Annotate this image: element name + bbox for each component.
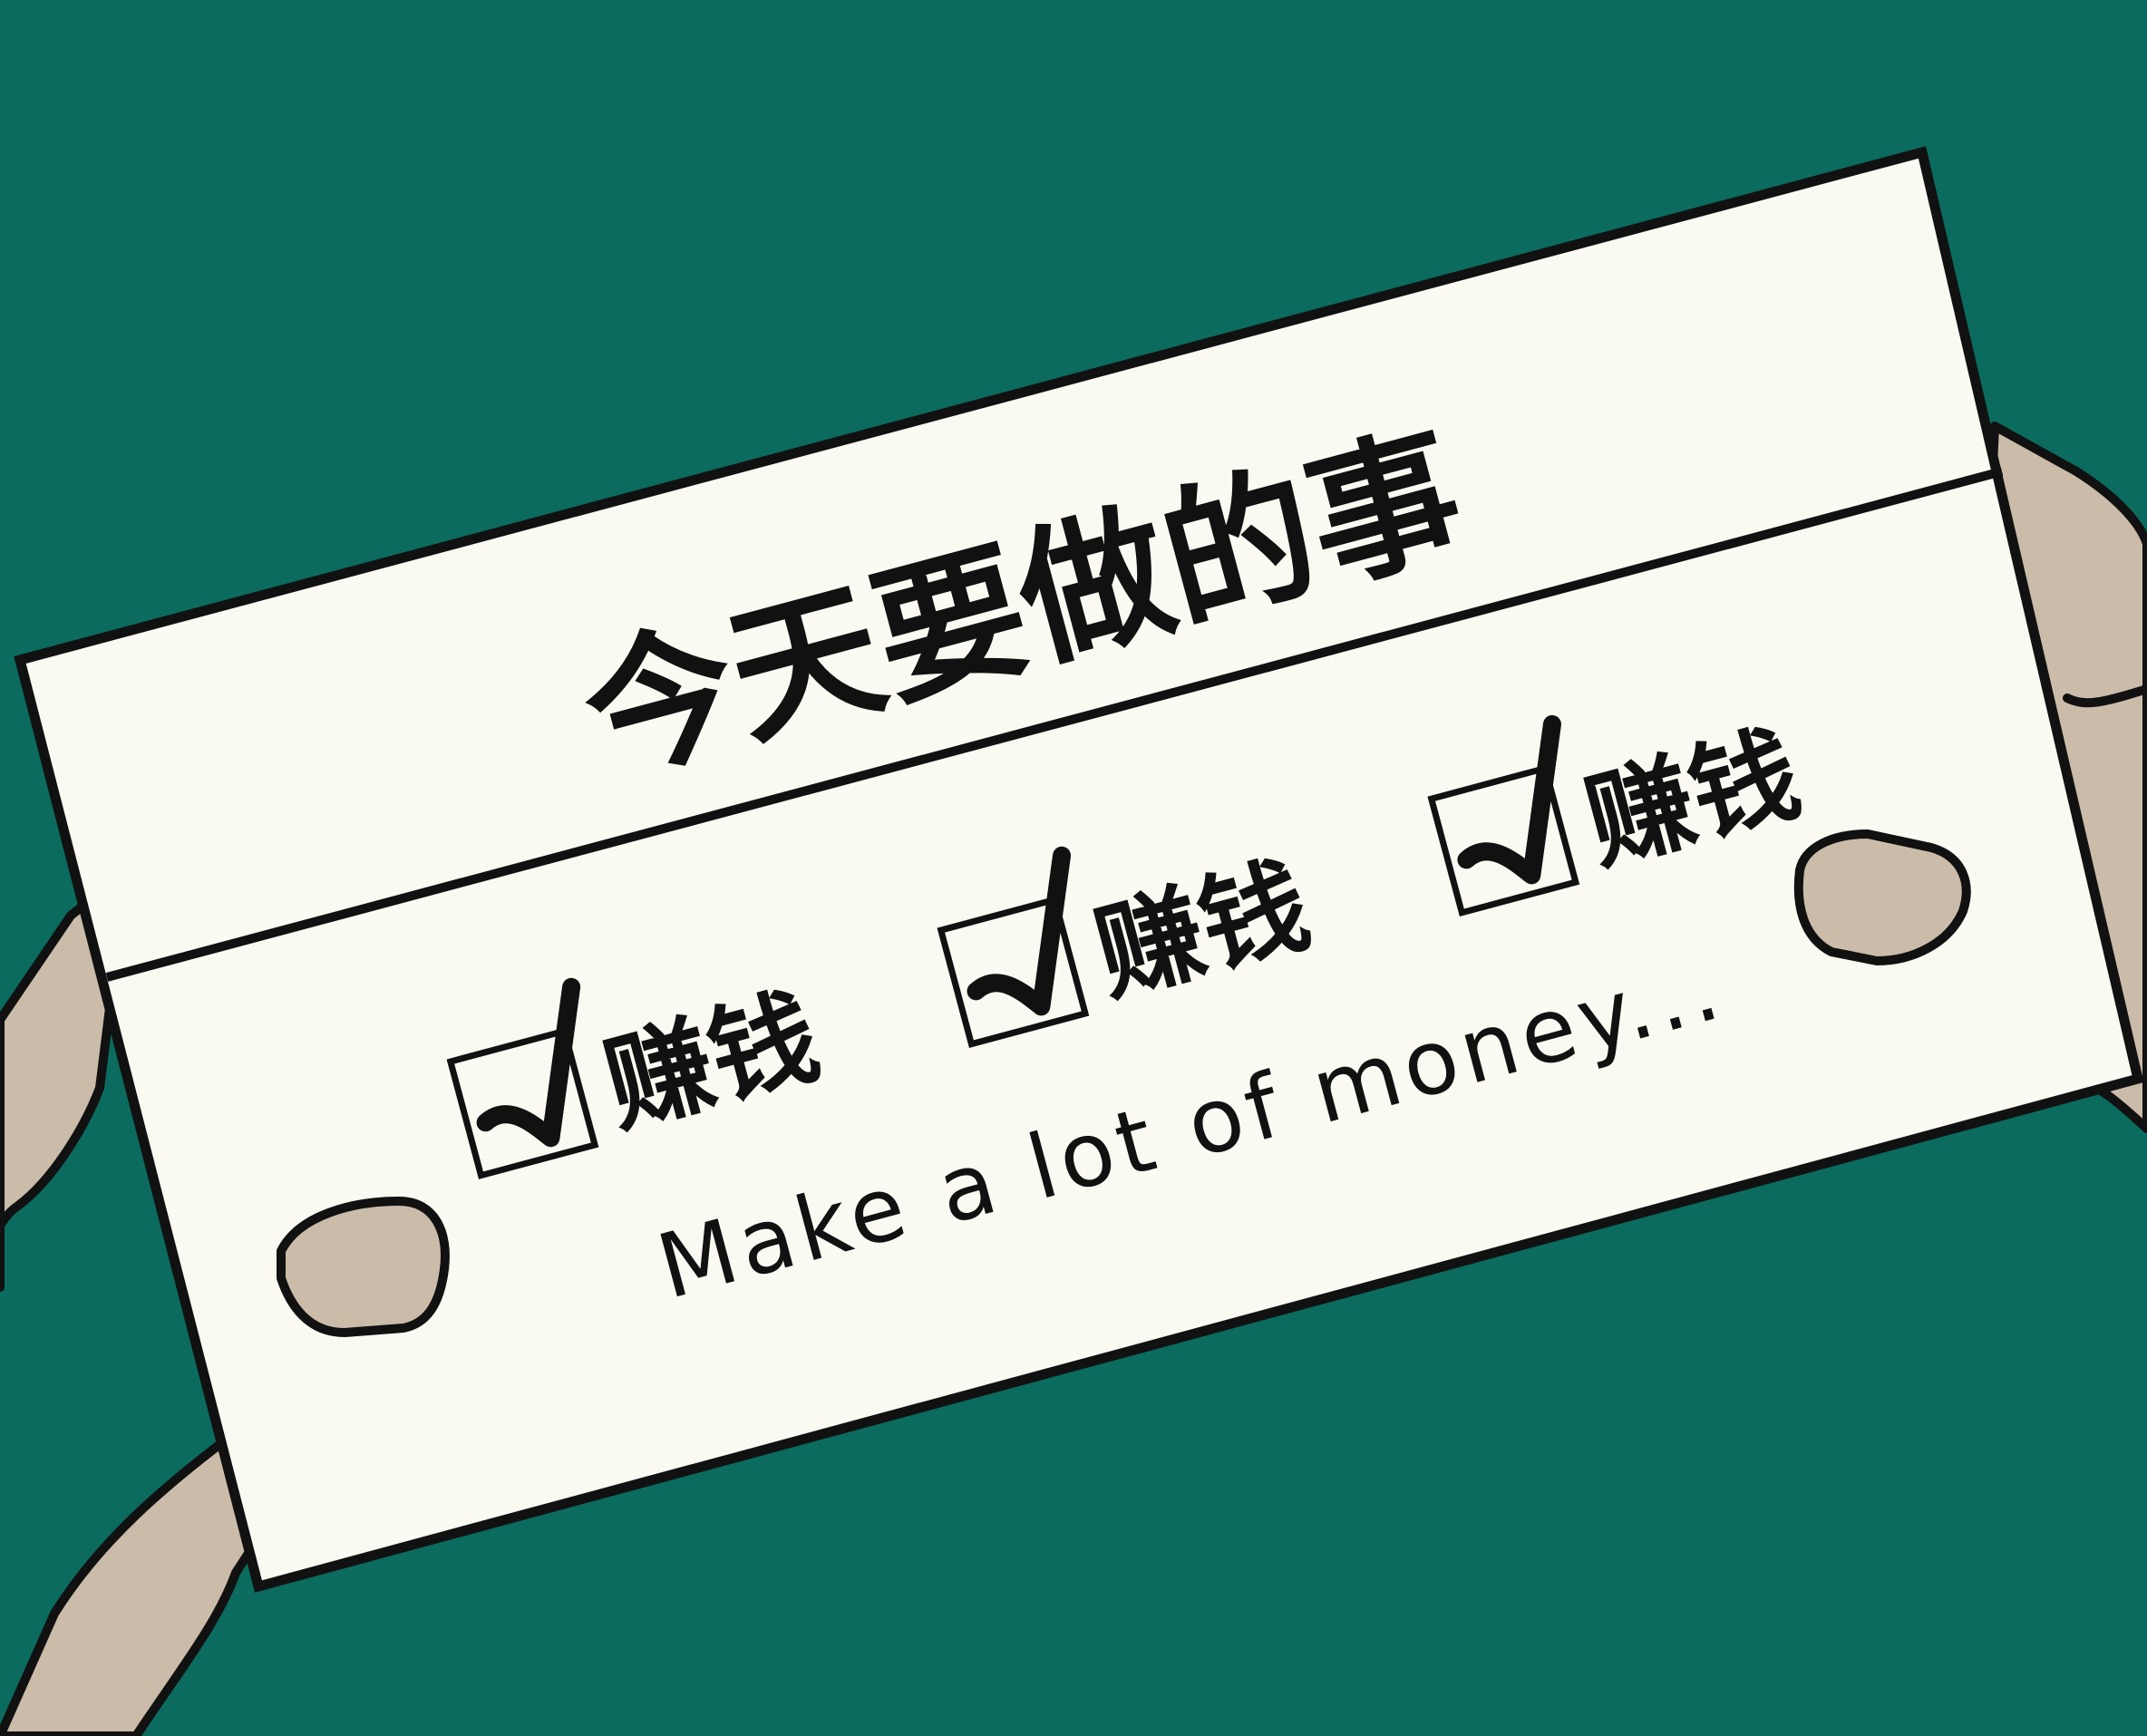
check-icon [967,846,1072,1016]
thumbs [277,829,1971,1337]
checkbox-2[interactable] [937,896,1090,1048]
check-icon [1457,714,1561,885]
left-thumb [277,1197,450,1337]
check-icon [476,977,581,1148]
todo-note: 今天要做的事 赚钱 赚钱 赚钱 Make a lot of money... [14,146,2144,1593]
note-divider [105,467,2004,982]
checkbox-3[interactable] [1427,764,1580,917]
right-thumb [1793,829,1971,965]
note-paper [14,146,2144,1593]
checkbox-1[interactable] [446,1027,599,1179]
